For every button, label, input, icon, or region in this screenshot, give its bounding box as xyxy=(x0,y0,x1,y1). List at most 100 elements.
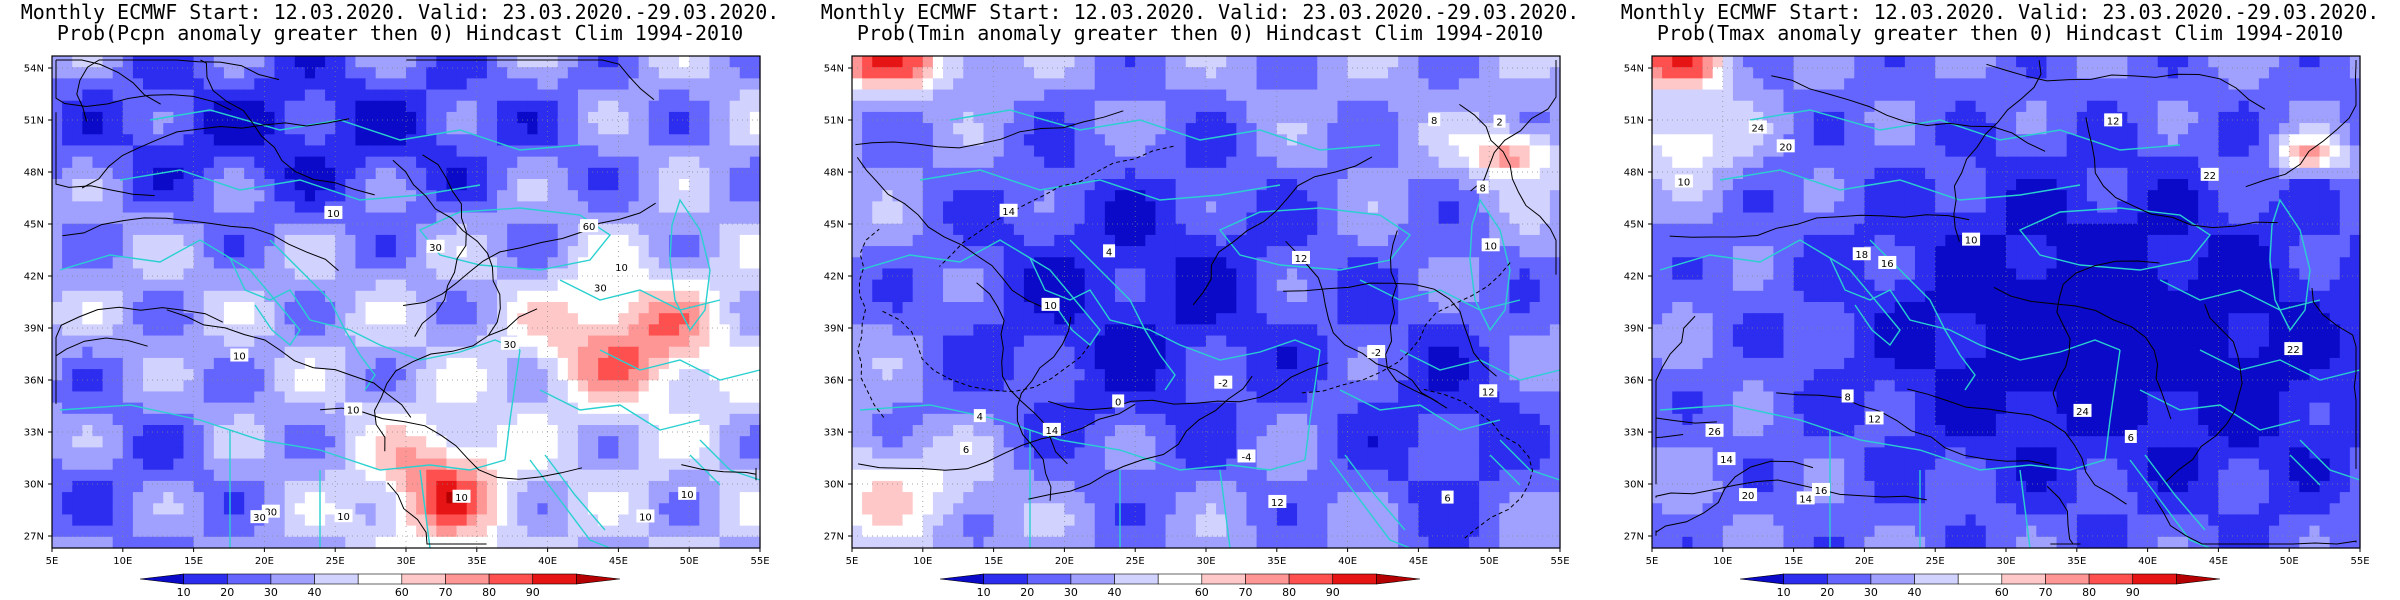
field-cell xyxy=(284,503,296,516)
field-cell xyxy=(943,212,954,225)
field-cell xyxy=(274,67,286,79)
field-cell xyxy=(304,246,316,258)
field-cell xyxy=(699,89,711,102)
field-cell xyxy=(497,447,508,460)
field-cell xyxy=(395,234,407,247)
field-cell xyxy=(132,413,144,426)
field-cell xyxy=(648,212,660,225)
field-cell xyxy=(1479,279,1490,292)
field-cell xyxy=(476,357,488,370)
field-cell xyxy=(1246,156,1258,169)
field-cell xyxy=(699,324,711,337)
field-cell xyxy=(1074,279,1086,292)
field-cell xyxy=(658,78,670,91)
field-cell xyxy=(385,89,397,102)
field-cell xyxy=(446,514,458,527)
field-cell xyxy=(598,111,609,124)
field-cell xyxy=(1337,201,1349,214)
field-cell xyxy=(446,503,458,516)
field-cell xyxy=(1549,100,1561,113)
contour-label-bg xyxy=(452,489,471,503)
field-cell xyxy=(577,234,589,247)
field-cell xyxy=(355,469,367,482)
field-cell xyxy=(1175,56,1187,68)
field-cell xyxy=(1175,246,1187,258)
field-cell xyxy=(406,391,417,404)
field-cell xyxy=(62,201,73,214)
field-cell xyxy=(112,201,124,214)
field-cell xyxy=(1539,290,1551,303)
field-cell xyxy=(1084,324,1096,337)
field-cell xyxy=(608,167,619,180)
field-cell xyxy=(72,246,83,258)
field-cell xyxy=(1479,89,1490,102)
field-cell xyxy=(193,167,205,180)
field-cell xyxy=(365,324,377,337)
field-cell xyxy=(973,179,985,191)
field-cell xyxy=(1317,234,1328,247)
field-cell xyxy=(1499,279,1511,292)
field-cell xyxy=(436,89,448,102)
field-cell xyxy=(426,536,437,549)
field-cell xyxy=(1529,290,1541,303)
field-cell xyxy=(314,56,326,68)
field-cell xyxy=(1135,234,1146,247)
field-cell xyxy=(638,123,650,135)
field-cell xyxy=(52,346,63,359)
field-cell xyxy=(1468,167,1480,180)
field-cell xyxy=(912,190,924,202)
field-cell xyxy=(1347,123,1359,135)
field-cell xyxy=(739,324,751,337)
field-cell xyxy=(325,100,336,113)
field-cell xyxy=(1367,223,1379,236)
coastline-path xyxy=(559,279,721,311)
field-cell xyxy=(183,357,195,370)
field-cell xyxy=(82,257,94,270)
map-panel-tmin: Monthly ECMWF Start: 12.03.2020. Valid: … xyxy=(800,0,1600,600)
field-cell xyxy=(72,167,83,180)
field-cell xyxy=(284,324,296,337)
field-cell xyxy=(638,458,650,471)
field-cell xyxy=(507,313,518,325)
field-cell xyxy=(749,447,761,460)
field-cell xyxy=(274,257,286,270)
field-cell xyxy=(598,201,609,214)
field-cell xyxy=(1276,134,1288,147)
field-cell xyxy=(355,56,367,68)
field-cell xyxy=(709,324,721,337)
field-cell xyxy=(507,458,518,471)
field-cell xyxy=(739,302,751,314)
field-cell xyxy=(932,134,944,147)
field-cell xyxy=(264,123,276,135)
field-cell xyxy=(1084,134,1096,147)
field-cell xyxy=(719,436,731,448)
field-cell xyxy=(426,313,437,325)
field-cell xyxy=(1468,190,1480,202)
field-cell xyxy=(658,246,670,258)
field-cell xyxy=(608,268,619,281)
field-cell xyxy=(507,447,518,460)
field-cell xyxy=(527,223,539,236)
field-cell xyxy=(1519,89,1531,102)
field-cell xyxy=(446,268,458,281)
field-cell xyxy=(436,357,448,370)
field-cell xyxy=(163,234,174,247)
field-cell xyxy=(1256,279,1268,292)
field-cell xyxy=(709,156,721,169)
field-cell xyxy=(719,380,731,393)
field-cell xyxy=(193,179,205,191)
field-cell xyxy=(658,234,670,247)
field-cell xyxy=(1438,268,1450,281)
field-cell xyxy=(52,167,63,180)
field-cell xyxy=(598,335,609,348)
field-cell xyxy=(648,134,660,147)
field-cell xyxy=(264,380,276,393)
field-cell xyxy=(1125,167,1136,180)
field-cell xyxy=(1023,167,1035,180)
field-cell xyxy=(112,369,124,381)
field-cell xyxy=(254,346,265,359)
field-cell xyxy=(426,469,437,482)
field-cell xyxy=(1064,279,1076,292)
field-cell xyxy=(264,492,276,504)
field-cell xyxy=(426,212,437,225)
